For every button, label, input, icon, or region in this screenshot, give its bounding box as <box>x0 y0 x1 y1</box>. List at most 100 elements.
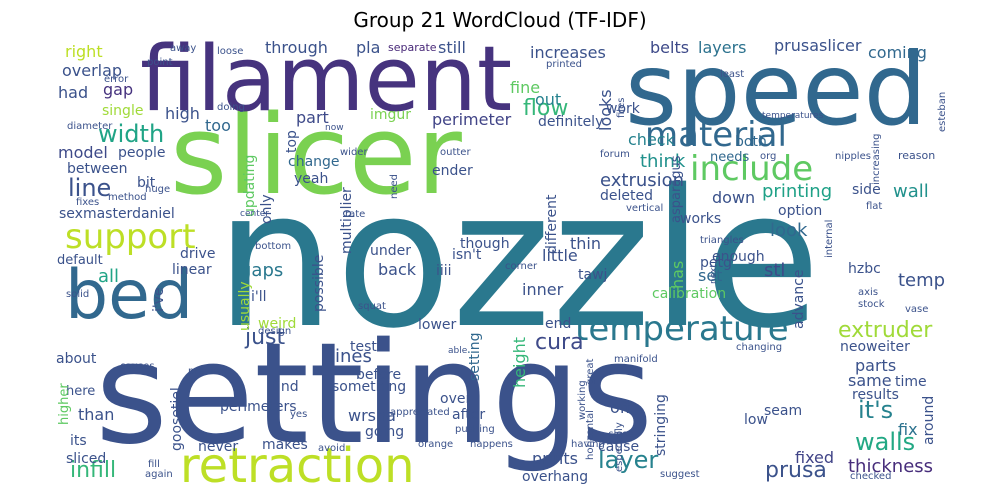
word-has: has <box>668 260 687 289</box>
word-vertical: vertical <box>626 203 664 214</box>
word-option: option <box>778 203 823 219</box>
word-still: still <box>438 38 466 57</box>
word-part: part <box>296 108 329 127</box>
word-sliced: sliced <box>66 451 107 467</box>
word-drive: drive <box>180 246 216 262</box>
word-sexmasterdaniel: sexmasterdaniel <box>59 206 175 222</box>
word-stringing: stringing <box>653 393 669 456</box>
word-method: method <box>108 192 147 203</box>
word-layers: layers <box>698 38 747 57</box>
word-hzbc: hzbc <box>848 261 881 277</box>
word-results: results <box>852 387 899 403</box>
word-able: able <box>448 346 468 356</box>
word-include: include <box>690 149 814 189</box>
word-point: point <box>147 57 173 68</box>
word-had: had <box>58 83 89 102</box>
word-temp: temp <box>898 270 946 291</box>
word-horizontal: horizontal <box>585 410 596 460</box>
word-all: all <box>98 266 120 287</box>
word-overlap: overlap <box>62 61 123 80</box>
word-neoweiter: neoweiter <box>840 339 910 355</box>
chart-title: Group 21 WordCloud (TF-IDF) <box>353 8 647 32</box>
word-doing: doing <box>217 102 245 113</box>
word-between: between <box>67 161 128 177</box>
word-makes: makes <box>262 437 308 453</box>
word-check: check <box>628 130 675 149</box>
word-perimeters: perimeters <box>220 399 297 415</box>
word-cause: cause <box>598 439 640 455</box>
word-right: right <box>65 42 103 61</box>
word-checked: checked <box>850 471 892 482</box>
word-layer: layer <box>598 446 659 474</box>
word-though: though <box>460 236 510 252</box>
word-org: org <box>760 151 777 162</box>
word-single: single <box>102 103 144 119</box>
word-fixes: fixes <box>76 197 100 208</box>
word-isnt: isn't <box>452 247 482 263</box>
word-here: here <box>66 384 96 399</box>
word-settings: settings <box>95 313 654 476</box>
word-orange: orange <box>418 439 454 450</box>
word-triangles: triangles <box>700 235 744 246</box>
word-flow: flow <box>523 96 569 121</box>
word-esteban: esteban <box>937 91 948 132</box>
word-internal: internal <box>824 219 835 258</box>
word-squat: squat <box>358 301 386 312</box>
word-vase: vase <box>905 304 929 315</box>
word-bed: bed <box>65 256 194 335</box>
word-look: look <box>770 220 808 241</box>
word-enough: enough <box>712 249 765 265</box>
word-close: close <box>608 429 634 440</box>
word-down: down <box>712 188 756 207</box>
word-little: little <box>542 246 578 265</box>
word-avoid: avoid <box>318 443 346 454</box>
word-support: support <box>65 217 196 257</box>
word-updating: updating <box>242 154 258 218</box>
word-away: away <box>170 43 197 54</box>
word-retraction: retraction <box>180 438 415 494</box>
word-asparagus: asparagus <box>669 155 684 224</box>
word-usually: usually <box>237 281 253 331</box>
word-cura: cura <box>535 330 584 355</box>
word-wrsha: wrsha <box>348 406 396 425</box>
word-again: again <box>145 469 173 480</box>
word-change: change <box>288 154 340 170</box>
word-end: end <box>545 316 572 332</box>
word-forum: forum <box>600 149 630 160</box>
word-petg: petg <box>700 255 732 271</box>
word-lower: lower <box>418 317 457 333</box>
word-prusaslicer: prusaslicer <box>774 36 862 55</box>
word-slicer: slicer <box>170 91 462 219</box>
word-before: before <box>356 367 402 383</box>
word-tawj: tawj <box>578 267 608 283</box>
word-nozzle: nozzle <box>215 149 821 370</box>
word-gap: gap <box>103 80 134 99</box>
word-files: files <box>616 97 627 118</box>
word-stl: stl <box>764 260 786 281</box>
word-needs: needs <box>710 150 750 165</box>
word-thickness: thickness <box>848 456 934 477</box>
word-filament: filament <box>140 27 513 132</box>
word-never: never <box>198 439 239 455</box>
word-fixed: fixed <box>795 448 835 467</box>
word-corner: corner <box>505 261 538 272</box>
word-bottom: bottom <box>255 241 292 252</box>
word-back: back <box>378 260 417 279</box>
word-prusa: prusa <box>765 458 827 483</box>
word-yeah: yeah <box>294 171 329 187</box>
word-out: out <box>535 90 562 109</box>
word-under: under <box>370 243 412 259</box>
word-extruder: extruder <box>838 318 933 343</box>
word-thin: thin <box>570 234 601 253</box>
word-axis: axis <box>858 287 879 298</box>
word-temperatures: temperatures <box>762 111 824 121</box>
word-overhang: overhang <box>522 469 589 485</box>
word-changing: changing <box>736 342 783 353</box>
word-parts: parts <box>855 356 897 375</box>
word-imgur: imgur <box>370 107 412 123</box>
word-its: its <box>70 433 87 449</box>
word-center: center <box>240 209 269 219</box>
word-prints: prints <box>532 449 578 468</box>
word-its: it's <box>858 396 894 424</box>
word-outter: outter <box>440 147 471 158</box>
